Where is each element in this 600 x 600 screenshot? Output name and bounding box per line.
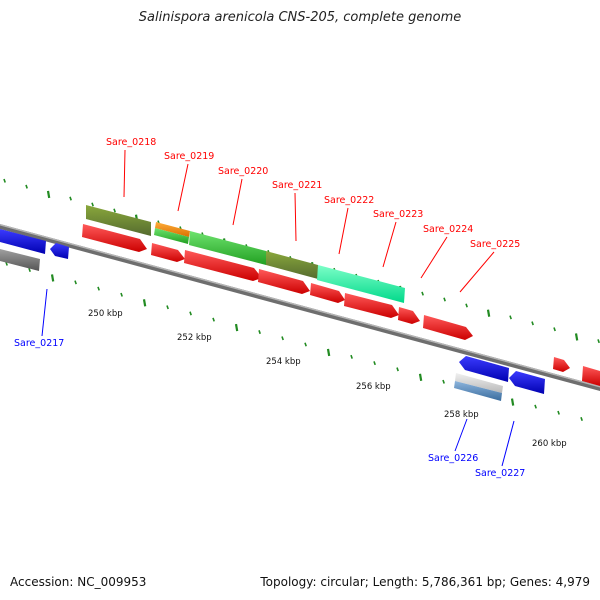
feature-red-0218[interactable] [82,224,147,252]
gene-leader-line [501,420,515,467]
feature-aqua-0222[interactable] [317,265,405,303]
gene-label-sare-0220[interactable]: Sare_0220 [218,166,268,177]
feature-green-0220[interactable] [189,231,266,265]
gene-label-sare-0224[interactable]: Sare_0224 [423,224,473,235]
feature-olive-0218[interactable] [86,205,151,236]
tick-label: 252 kbp [177,333,212,343]
gene-label-sare-0222[interactable]: Sare_0222 [324,195,374,206]
feature-green-0219[interactable] [154,228,189,244]
feature-red-0220[interactable] [184,250,262,281]
gene-label-sare-0225[interactable]: Sare_0225 [470,239,520,250]
feature-red-0219[interactable] [151,243,185,262]
gene-leader-line [177,163,189,212]
feature-red-0221[interactable] [258,269,310,294]
gene-label-sare-0217[interactable]: Sare_0217 [14,338,64,349]
map-title: Salinispora arenicola CNS-205, complete … [138,10,462,25]
tick-label: 256 kbp [356,382,391,392]
gene-leader-line [294,192,297,242]
feature-red-0223[interactable] [344,293,399,318]
gene-leader-line [454,418,468,452]
gene-leader-line [420,236,448,279]
feature-orange-0219[interactable] [155,222,190,237]
feature-red-right-b[interactable] [582,366,600,386]
gene-label-sare-0226[interactable]: Sare_0226 [428,453,478,464]
feature-grey-0217[interactable] [0,249,40,271]
gene-label-sare-0227[interactable]: Sare_0227 [475,468,525,479]
feature-blue-0217[interactable] [50,243,69,259]
feature-steel-0226[interactable] [454,381,502,401]
feature-red-0224[interactable] [398,307,420,324]
feature-red-0222[interactable] [310,283,345,303]
gene-label-sare-0219[interactable]: Sare_0219 [164,151,214,162]
tick-label: 260 kbp [532,439,567,449]
feature-blue-0226[interactable] [459,356,509,382]
feature-red-0225[interactable] [423,315,473,340]
gene-leader-line [232,178,243,226]
gene-leader-line [338,207,349,255]
feature-blue-0217-left[interactable] [0,229,46,254]
tick-label: 258 kbp [444,410,479,420]
tick-label: 254 kbp [266,357,301,367]
gene-leader-line [382,221,397,268]
gene-leader-line [459,251,495,293]
gene-label-sare-0221[interactable]: Sare_0221 [272,180,322,191]
genome-backbone [0,224,600,391]
gene-leader-line [41,288,48,337]
accession-text: Accession: NC_009953 [10,575,147,589]
gene-leader-line [123,149,126,198]
gene-label-sare-0218[interactable]: Sare_0218 [106,137,156,148]
feature-lightgrey-0226[interactable] [455,373,503,393]
tick-label: 250 kbp [88,309,123,319]
genome-summary-text: Topology: circular; Length: 5,786,361 bp… [260,575,590,589]
feature-red-right-a[interactable] [553,357,570,372]
feature-blue-0227[interactable] [509,371,545,394]
gene-label-sare-0223[interactable]: Sare_0223 [373,209,423,220]
feature-olive-0221[interactable] [266,251,318,279]
